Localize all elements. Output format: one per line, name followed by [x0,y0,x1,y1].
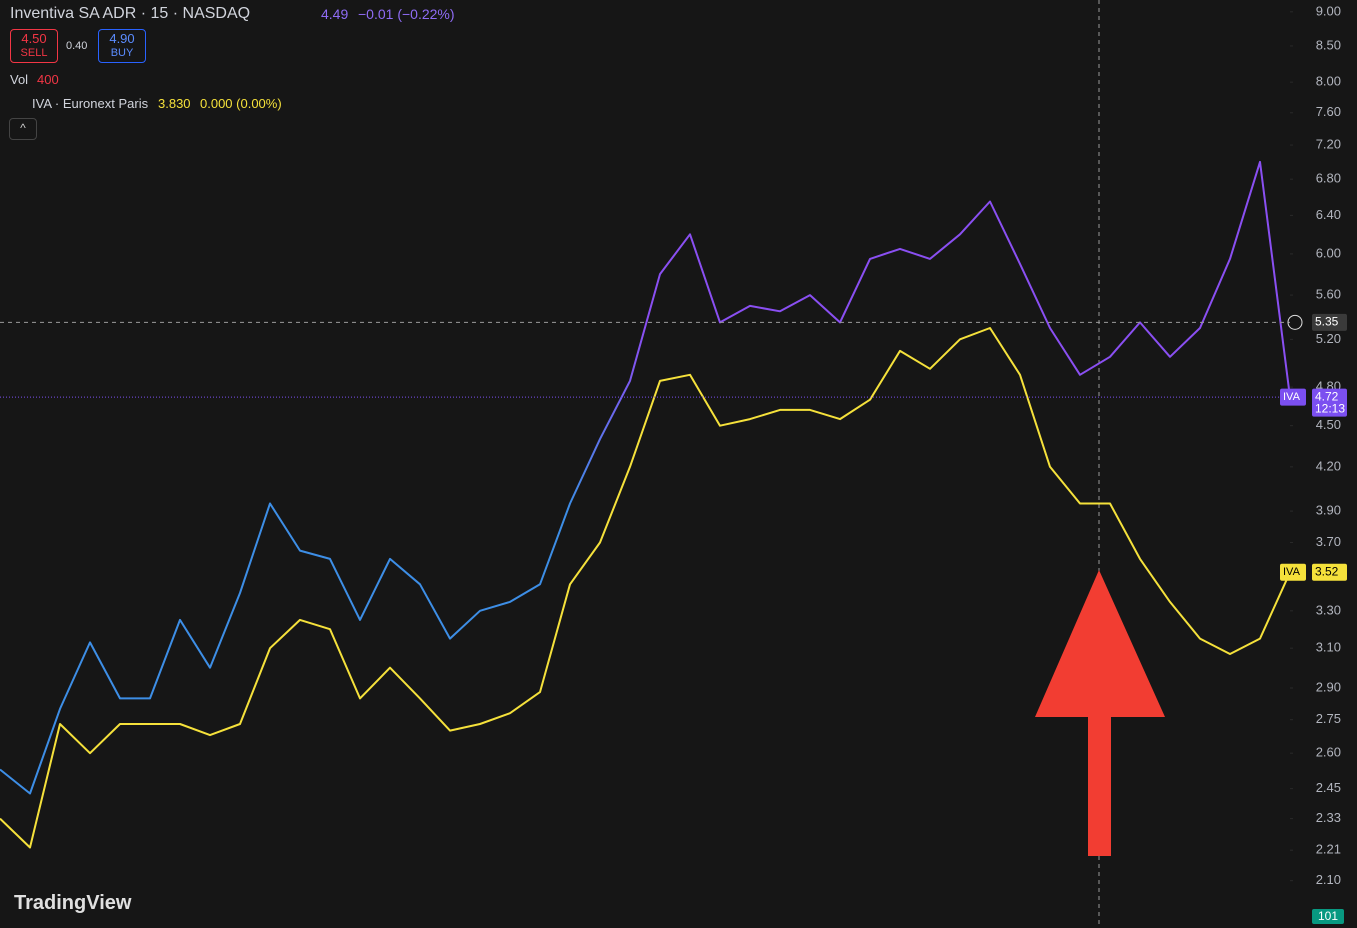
price-label-tag-text: IVA [1283,566,1301,578]
buy-button[interactable]: 4.90 BUY [98,29,146,63]
compare-price: 3.830 [158,96,191,111]
y-tick-label: 2.10 [1316,872,1341,887]
sell-price: 4.50 [21,31,47,46]
y-tick-label: 8.50 [1316,37,1341,52]
y-tick-label: 5.60 [1316,287,1341,302]
collapse-button[interactable]: ^ [9,118,37,140]
y-tick-label: 7.20 [1316,136,1341,151]
vol-label: Vol [10,72,29,87]
y-tick-label: 4.50 [1316,417,1341,432]
symbol: Inventiva SA ADR · 15 · NASDAQ [10,5,251,22]
compare-symbol: IVA · Euronext Paris [32,96,149,111]
volume-badge: 101 [1312,909,1344,924]
y-tick-label: 8.00 [1316,74,1341,89]
y-tick-label: 2.90 [1316,679,1341,694]
change: −0.01 (−0.22%) [358,6,455,22]
y-tick-label: 2.45 [1316,780,1341,795]
vol-value: 400 [37,72,59,87]
y-tick-label: 3.90 [1316,503,1341,518]
y-tick-label: 7.60 [1316,104,1341,119]
y-tick-label: 6.00 [1316,245,1341,260]
y-tick-label: 6.40 [1316,207,1341,222]
y-tick-label: 3.10 [1316,640,1341,655]
y-tick-label: 6.80 [1316,171,1341,186]
buy-label: BUY [110,47,134,59]
buy-price: 4.90 [109,31,135,46]
price-label-tag-text: IVA [1283,391,1301,403]
sell-label: SELL [20,47,48,59]
y-tick-label: 9.00 [1316,3,1341,18]
price: 4.49 [321,6,349,22]
price-label: 3.52 [1315,564,1339,578]
y-tick-label: 3.30 [1316,602,1341,617]
spread: 0.40 [66,40,88,52]
price-label-time: 12:13 [1315,401,1345,415]
series-line [0,160,1291,795]
price-label: 4.72 [1315,389,1339,403]
series-line [0,327,1291,849]
brand: TradingView [14,892,132,914]
y-tick-label: 3.70 [1316,534,1341,549]
compare-change: 0.000 (0.00%) [200,96,282,111]
price-label: 5.35 [1315,315,1339,329]
crosshair-button [1287,314,1303,330]
price-axis [1290,0,1357,928]
price-label-box [1312,563,1347,581]
sell-button[interactable]: 4.50 SELL [10,29,58,63]
y-tick-label: 5.20 [1316,331,1341,346]
y-tick-label: 2.33 [1316,810,1341,825]
price-label-tag [1280,388,1306,406]
y-tick-label: 4.20 [1316,458,1341,473]
y-tick-label: 2.21 [1316,842,1341,857]
price-label-tag [1280,563,1306,581]
y-tick-label: 2.60 [1316,745,1341,760]
y-tick-label: 2.75 [1316,711,1341,726]
red-arrow [1035,570,1165,856]
price-label-box [1312,388,1347,417]
price-label-box [1312,313,1347,331]
